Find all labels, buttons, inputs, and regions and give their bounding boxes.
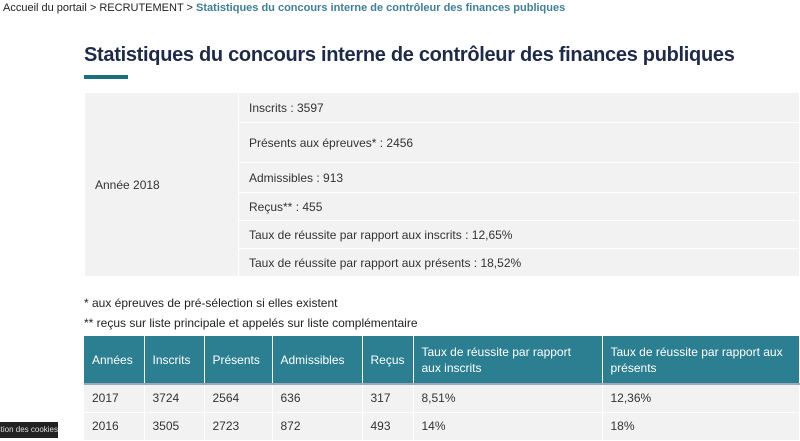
cell: 317 [362,384,414,413]
cell: 18% [602,412,800,441]
page-title: Statistiques du concours interne de cont… [84,44,735,66]
summary-row: Reçus** : 455 [238,192,800,221]
breadcrumb-home[interactable]: Accueil du portail [3,2,87,14]
summary-table: Année 2018 Inscrits : 3597 Présents aux é… [84,92,800,277]
footnote: * aux épreuves de pré-sélection si elles… [84,296,338,310]
footnotes: * aux épreuves de pré-sélection si elles… [84,293,418,333]
footnote: ** reçus sur liste principale et appelés… [84,316,418,330]
col-header: Taux de réussite par rapport aux présent… [602,336,800,385]
cell: 12,36% [602,384,800,413]
cell: 8,51% [413,384,603,413]
summary-row: Taux de réussite par rapport aux présent… [238,248,800,277]
col-header: Inscrits [144,336,205,385]
cell: 14% [413,412,603,441]
breadcrumb-current: Statistiques du concours interne de cont… [196,2,566,14]
history-table: Années Inscrits Présents Admissibles Reç… [84,336,800,441]
cell: 2564 [204,384,273,413]
breadcrumb-sep: > [89,2,97,14]
breadcrumb-recrutement[interactable]: RECRUTEMENT [99,2,184,14]
cell: 3724 [144,384,205,413]
cell: 3505 [144,412,205,441]
cell: 2016 [84,412,145,441]
summary-row: Présents aux épreuves* : 2456 [238,122,800,163]
col-header: Reçus [362,336,414,385]
breadcrumb-sep: > [186,2,193,14]
summary-row: Admissibles : 913 [238,162,800,193]
cell: 2017 [84,384,145,413]
cookie-settings-button[interactable]: Gestion des cookies [0,422,58,438]
cell: 636 [272,384,363,413]
summary-row: Inscrits : 3597 [238,92,800,123]
col-header: Présents [204,336,273,385]
cell: 493 [362,412,414,441]
summary-row: Taux de réussite par rapport aux inscrit… [238,220,800,249]
cell: 872 [272,412,363,441]
title-underline [84,75,128,79]
breadcrumb: Accueil du portail > RECRUTEMENT > Stati… [3,2,565,14]
cell: 2723 [204,412,273,441]
col-header: Admissibles [272,336,363,385]
year-cell: Année 2018 [84,92,239,277]
table-header: Années Inscrits Présents Admissibles Reç… [84,336,800,385]
table-row: 2017 3724 2564 636 317 8,51% 12,36% [84,384,800,413]
col-header: Années [84,336,145,385]
col-header: Taux de réussite par rapport aux inscrit… [413,336,603,385]
table-row: 2016 3505 2723 872 493 14% 18% [84,412,800,441]
